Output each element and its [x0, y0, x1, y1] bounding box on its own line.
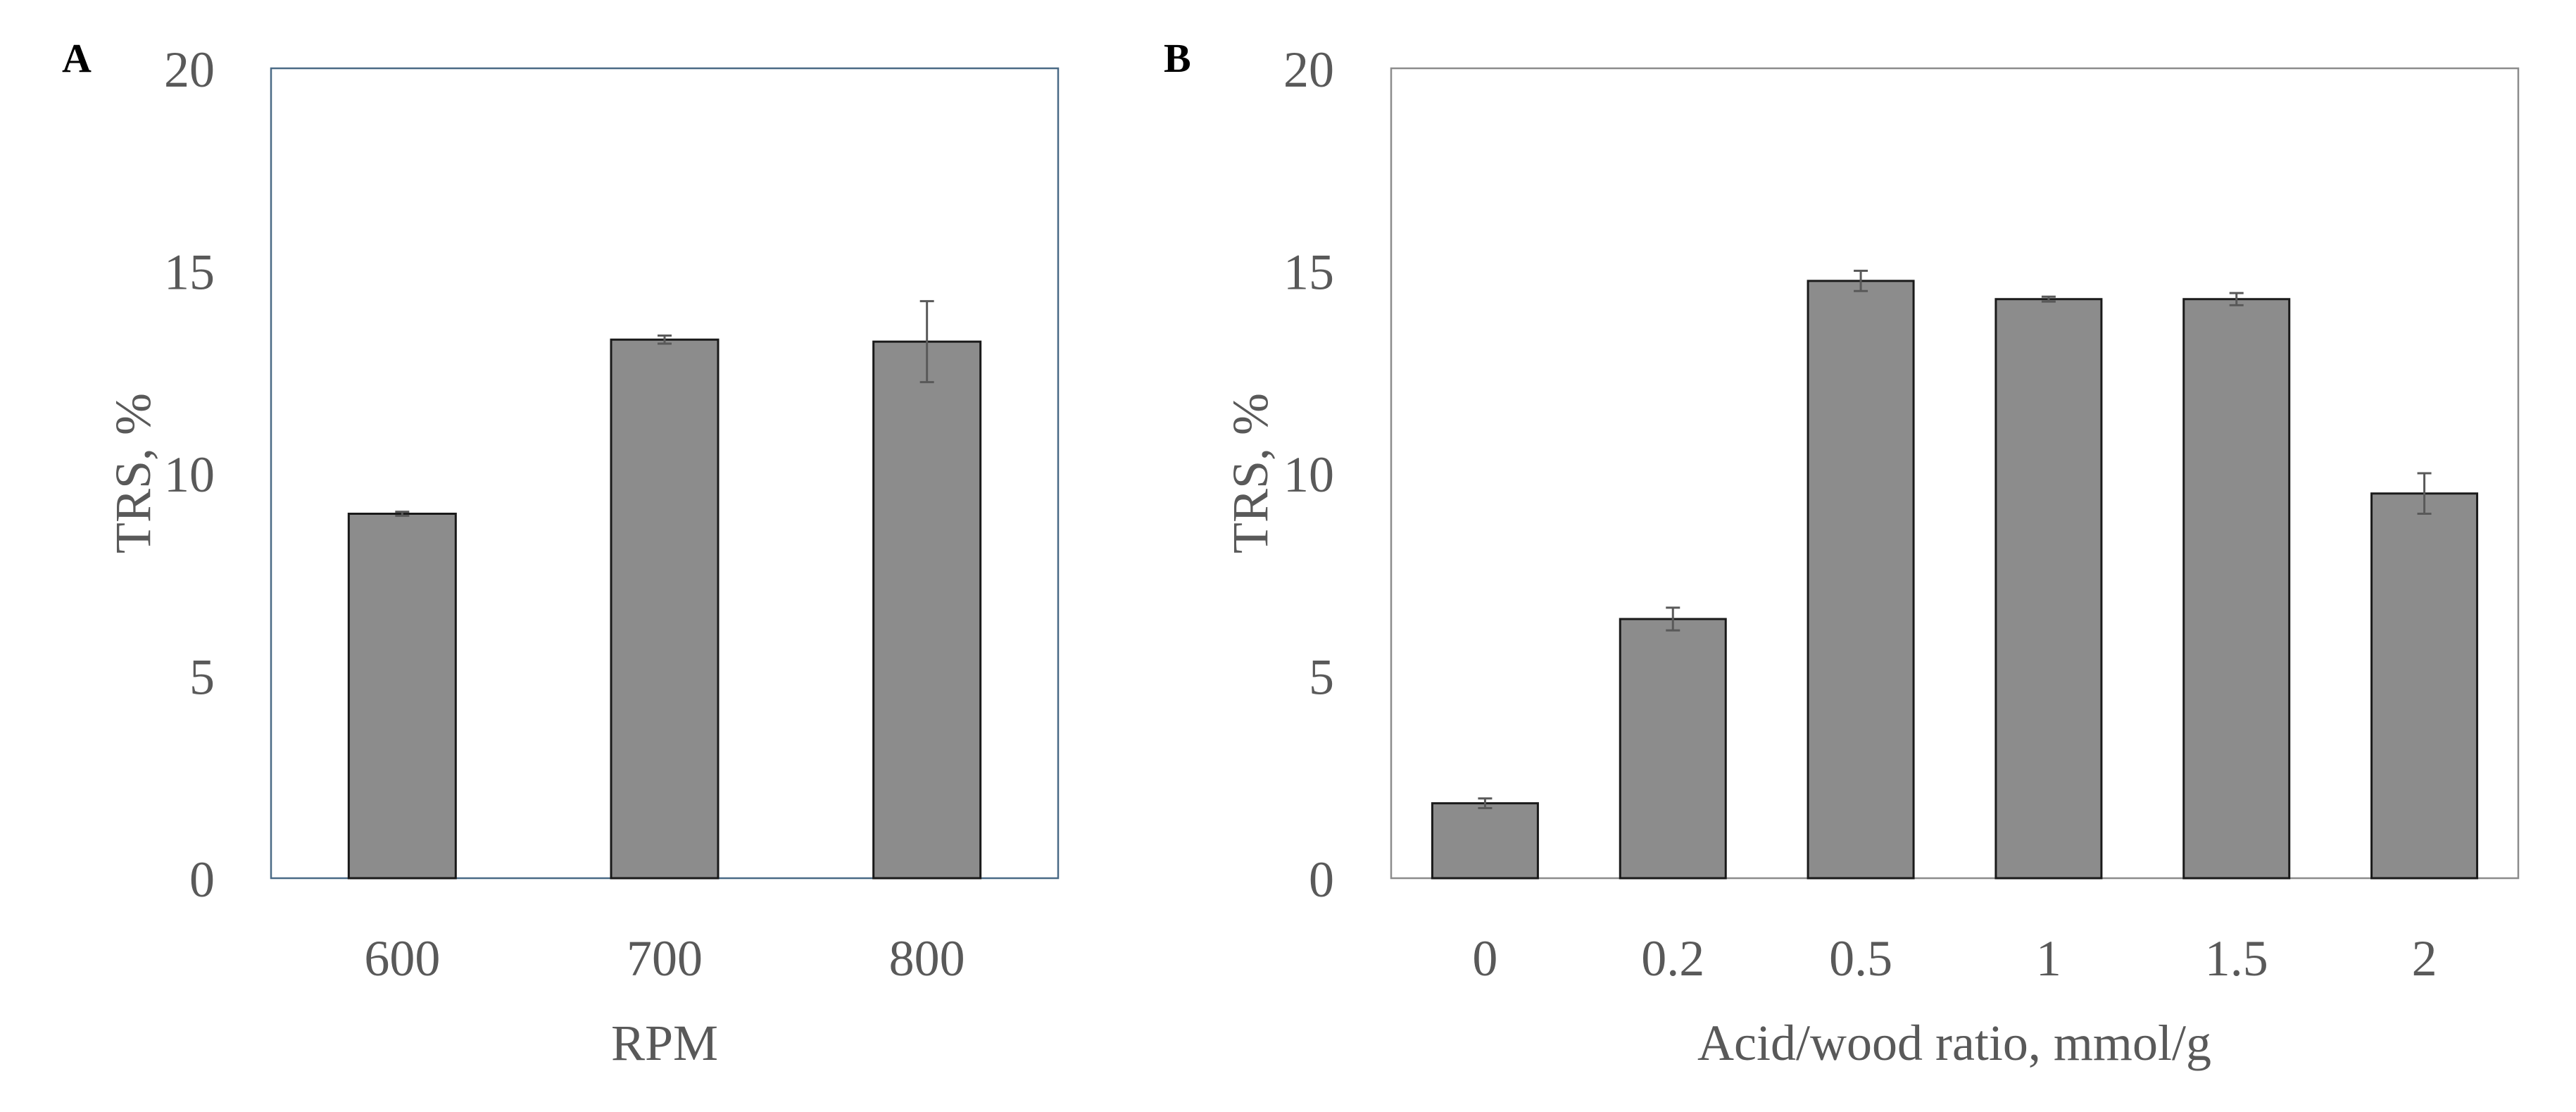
- x-tick-label: 700: [627, 930, 703, 987]
- panel-label-a: A: [62, 35, 92, 81]
- y-tick-label: 10: [1283, 446, 1334, 503]
- bar-0-2: [1619, 618, 1727, 880]
- y-tick-label: 20: [1283, 42, 1334, 98]
- x-tick-label: 1: [2036, 930, 2061, 987]
- y-axis-title-b: TRS, %: [1222, 393, 1278, 554]
- error-bar: [2229, 292, 2244, 306]
- bar-0: [1431, 802, 1539, 880]
- x-axis-title-b: Acid/wood ratio, mmol/g: [1697, 1015, 2211, 1071]
- x-tick-label: 600: [364, 930, 440, 987]
- error-bar: [1478, 797, 1493, 810]
- error-bar: [395, 511, 410, 517]
- panel-label-b: B: [1164, 35, 1191, 81]
- x-tick-labels-a: 600 700 800: [364, 930, 965, 987]
- y-tick-label: 15: [1283, 244, 1334, 301]
- panel-a: A 0 5 10 15 20 600 700 800 RPM TRS, %: [62, 35, 1060, 1071]
- error-bar: [919, 300, 934, 384]
- bar-1-5: [2182, 298, 2291, 880]
- x-axis-title-a: RPM: [611, 1015, 718, 1071]
- x-tick-label: 2: [2412, 930, 2437, 987]
- bar-600: [347, 513, 457, 880]
- x-tick-label: 800: [889, 930, 965, 987]
- panel-b: B 0 5 10 15 20 0 0.2 0.5 1 1.5 2 Acid/wood ratio,…: [1164, 35, 2520, 1071]
- bar-700: [610, 338, 720, 880]
- x-tick-labels-b: 0 0.2 0.5 1 1.5 2: [1472, 930, 2437, 987]
- error-bar: [1666, 606, 1680, 632]
- x-tick-label: 0.5: [1829, 930, 1892, 987]
- bars-a: [347, 338, 982, 880]
- y-tick-label: 20: [164, 42, 215, 98]
- bars-b: [1431, 280, 2479, 880]
- y-axis-title-a: TRS, %: [105, 393, 161, 554]
- x-tick-label: 0.2: [1641, 930, 1704, 987]
- bar-800: [872, 340, 982, 880]
- x-tick-label: 0: [1472, 930, 1497, 987]
- bar-2: [2370, 492, 2479, 880]
- plot-frame-b: [1390, 67, 2520, 880]
- y-tick-label: 15: [164, 244, 215, 301]
- y-tick-labels-a: 0 5 10 15 20: [164, 42, 215, 908]
- y-tick-label: 0: [189, 851, 215, 908]
- y-tick-label: 10: [164, 446, 215, 503]
- error-bars-b: [1478, 270, 2432, 810]
- error-bar: [2417, 472, 2432, 515]
- bar-1: [1994, 298, 2103, 880]
- error-bars-a: [395, 300, 934, 517]
- x-tick-label: 1.5: [2205, 930, 2268, 987]
- error-bar: [658, 335, 672, 345]
- y-tick-labels-b: 0 5 10 15 20: [1283, 42, 1334, 908]
- bar-0-5: [1807, 280, 1915, 880]
- y-tick-label: 5: [1309, 649, 1334, 706]
- error-bar: [1854, 270, 1868, 292]
- y-tick-label: 0: [1309, 851, 1334, 908]
- y-tick-label: 5: [189, 649, 215, 706]
- error-bar: [2041, 295, 2056, 303]
